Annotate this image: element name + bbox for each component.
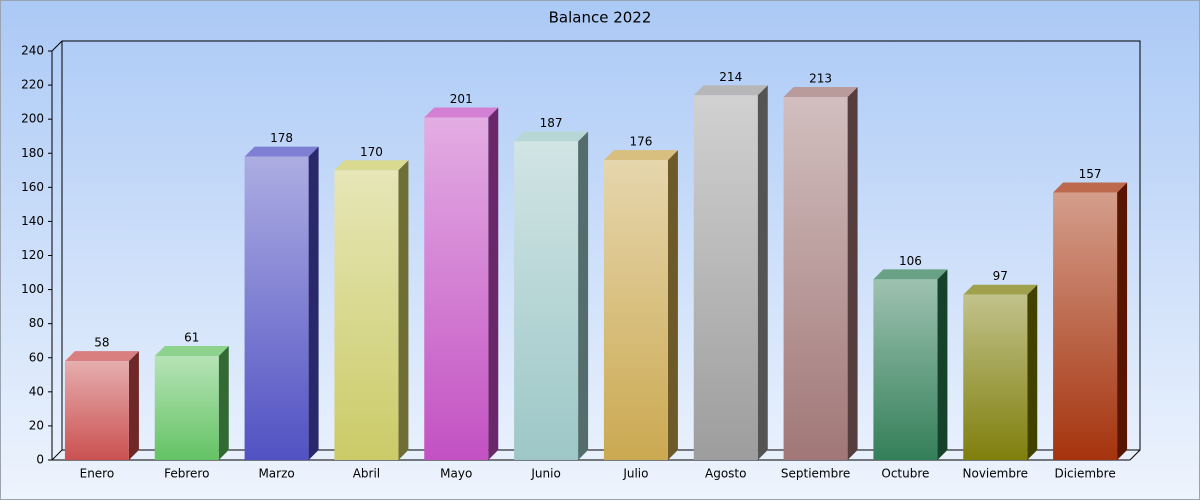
floor-edge	[51, 449, 63, 461]
bar-side	[308, 146, 319, 461]
value-label: 170	[360, 145, 383, 159]
x-tick-label: Agosto	[705, 467, 746, 481]
bar	[424, 117, 489, 461]
bar-top	[424, 107, 499, 118]
y-tick-label: 40	[29, 384, 44, 398]
y-tick-label: 0	[36, 453, 44, 467]
value-label: 213	[809, 72, 832, 86]
bar-side	[128, 351, 139, 460]
bar	[1053, 192, 1118, 460]
y-tick-label: 140	[21, 214, 44, 228]
bar-top	[154, 346, 229, 357]
bar	[693, 95, 758, 460]
y-tick-label: 240	[21, 44, 44, 58]
x-tick-label: Julio	[622, 467, 648, 481]
x-tick-label: Abril	[353, 467, 380, 481]
y-tick-label: 160	[21, 180, 44, 194]
bar-top	[334, 160, 409, 171]
bar-top	[963, 284, 1038, 295]
value-label: 157	[1079, 167, 1102, 181]
x-tick-label: Enero	[80, 467, 115, 481]
bar	[873, 279, 938, 460]
bar	[154, 356, 219, 460]
bar	[603, 160, 668, 461]
x-tick-label: Febrero	[164, 467, 209, 481]
value-label: 58	[94, 336, 109, 350]
bar	[783, 97, 848, 460]
y-tick-label: 120	[21, 248, 44, 262]
y-tick-label: 180	[21, 146, 44, 160]
bar	[244, 156, 309, 461]
value-label: 61	[184, 331, 199, 345]
bar-side	[1117, 182, 1128, 460]
value-label: 106	[899, 254, 922, 268]
bar-top	[1053, 182, 1128, 193]
x-tick-label: Octubre	[881, 467, 929, 481]
value-label: 176	[629, 135, 652, 149]
x-tick-label: Marzo	[258, 467, 294, 481]
bar	[64, 361, 129, 460]
y-tick-label: 200	[21, 112, 44, 126]
x-tick-label: Junio	[530, 467, 560, 481]
y-tick-label: 220	[21, 78, 44, 92]
value-label: 214	[719, 70, 742, 84]
bar-side	[847, 87, 858, 460]
bar-side	[398, 160, 409, 460]
bar-side	[218, 346, 229, 460]
bar-side	[937, 269, 948, 460]
x-tick-label: Mayo	[440, 467, 472, 481]
bar-top	[64, 351, 139, 362]
value-label: 187	[540, 116, 563, 130]
bar-side	[667, 150, 678, 461]
bar-top	[783, 87, 858, 98]
x-tick-label: Septiembre	[781, 467, 850, 481]
bar-top	[603, 150, 678, 161]
bar	[514, 141, 579, 460]
y-tick-label: 60	[29, 350, 44, 364]
bar-top	[693, 85, 768, 96]
y-tick-label: 100	[21, 282, 44, 296]
bar-side	[488, 107, 499, 461]
bar-top	[873, 269, 948, 280]
value-label: 201	[450, 92, 473, 106]
bar-side	[1027, 284, 1038, 460]
x-tick-label: Diciembre	[1054, 467, 1115, 481]
bar-side	[757, 85, 768, 460]
bar	[963, 294, 1028, 460]
bar-side	[578, 131, 589, 460]
x-tick-label: Noviembre	[963, 467, 1029, 481]
value-label: 178	[270, 131, 293, 145]
value-label: 97	[993, 269, 1008, 283]
bar-top	[514, 131, 589, 142]
bar	[334, 170, 399, 460]
y-tick-label: 80	[29, 316, 44, 330]
bar-top	[244, 146, 319, 157]
chart-title: Balance 2022	[549, 9, 652, 27]
y-tick-label: 20	[29, 418, 44, 432]
